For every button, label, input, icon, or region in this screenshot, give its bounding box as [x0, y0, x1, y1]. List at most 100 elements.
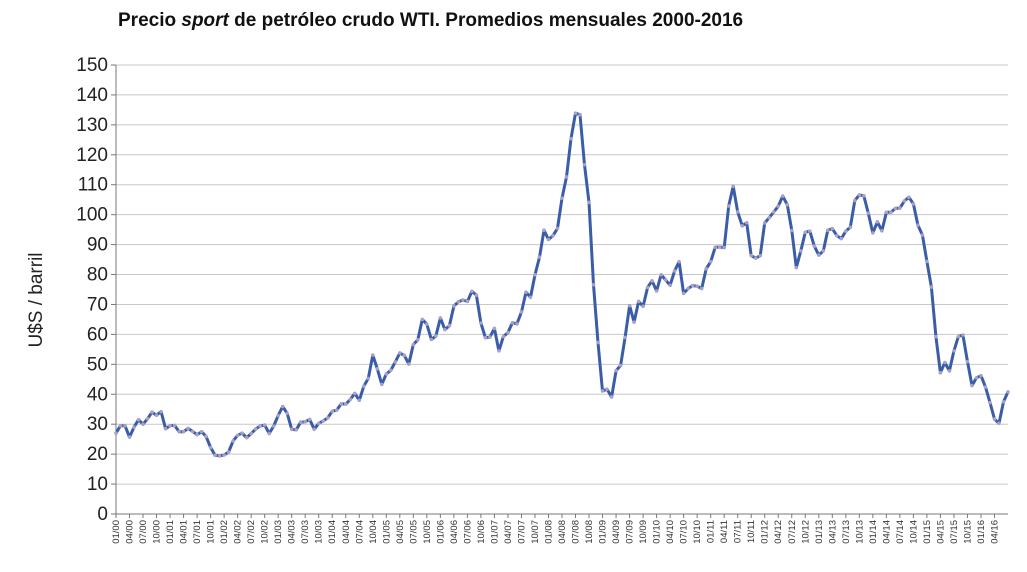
data-point-119	[650, 279, 654, 283]
data-point-168	[871, 231, 875, 235]
x-tick-label-17: 04/04	[341, 520, 352, 544]
data-point-64	[402, 353, 407, 358]
data-point-23	[217, 454, 222, 458]
data-point-170	[880, 229, 884, 233]
data-point-93	[533, 273, 537, 277]
data-point-71	[434, 334, 438, 338]
x-tick-label-10: 07/02	[246, 520, 257, 544]
data-point-80	[474, 293, 479, 297]
x-tick-label-36: 01/09	[598, 520, 609, 544]
data-point-43	[307, 417, 312, 422]
data-point-52	[348, 397, 353, 402]
data-point-45	[316, 421, 321, 426]
data-point-145	[767, 215, 772, 220]
data-point-59	[379, 382, 384, 387]
data-point-34	[267, 431, 271, 436]
data-point-19	[199, 429, 204, 434]
series-group	[114, 111, 1010, 458]
title-text-italic: sport	[181, 10, 229, 31]
data-point-25	[226, 450, 231, 454]
data-point-88	[510, 320, 515, 325]
data-point-58	[375, 367, 380, 371]
data-point-2	[123, 423, 127, 428]
data-point-107	[596, 340, 600, 345]
x-tick-label-65: 04/16	[989, 520, 1000, 544]
data-point-7	[145, 417, 150, 421]
y-tick-label-130: 130	[76, 115, 108, 136]
data-point-85	[497, 349, 501, 353]
data-point-91	[524, 290, 528, 294]
x-tick-label-26: 07/06	[462, 520, 473, 544]
data-point-21	[208, 445, 213, 450]
y-tick-label-20: 20	[87, 444, 108, 465]
data-point-8	[150, 410, 154, 415]
data-point-116	[636, 299, 641, 304]
data-point-24	[222, 453, 226, 457]
data-point-182	[934, 334, 938, 339]
data-point-101	[569, 136, 573, 141]
y-tick-label-30: 30	[87, 414, 108, 435]
data-point-195	[992, 417, 997, 421]
y-tick-labels: 0 10 20 30 40 50 60 70 80 90 100 110 120 130 140 150	[76, 55, 108, 525]
data-point-134	[717, 245, 722, 249]
x-tick-label-18: 07/04	[354, 520, 365, 544]
y-axis-label: U$S / barril	[26, 252, 47, 347]
y-tick-label-70: 70	[87, 294, 108, 315]
x-tick-label-60: 01/15	[922, 520, 933, 544]
data-point-73	[443, 327, 447, 332]
data-point-164	[853, 198, 857, 203]
x-tick-label-25: 04/06	[449, 520, 460, 544]
data-point-146	[771, 210, 776, 214]
x-tick-label-63: 10/15	[962, 520, 973, 544]
data-point-100	[564, 175, 569, 179]
data-point-9	[154, 413, 159, 418]
x-tick-label-6: 07/01	[192, 520, 203, 544]
data-point-158	[825, 228, 830, 233]
data-point-51	[343, 402, 348, 406]
series-line	[114, 111, 1010, 458]
data-point-108	[600, 389, 605, 393]
data-point-36	[276, 413, 280, 418]
x-tick-label-43: 10/10	[692, 520, 703, 544]
data-point-60	[384, 372, 389, 376]
data-point-155	[812, 244, 817, 248]
data-point-150	[789, 228, 794, 233]
data-point-131	[704, 267, 708, 271]
x-tick-label-23: 10/05	[422, 520, 433, 544]
x-tick-label-12: 01/03	[273, 520, 284, 544]
x-tick-label-9: 04/02	[233, 520, 244, 544]
x-tick-label-39: 10/09	[638, 520, 649, 544]
data-point-186	[952, 349, 956, 353]
x-tick-label-38: 07/09	[625, 520, 636, 544]
data-point-30	[249, 431, 253, 436]
data-point-130	[699, 286, 704, 291]
x-tick-label-37: 04/09	[611, 520, 622, 544]
x-tick-label-0: 01/00	[111, 520, 122, 544]
x-tick-label-16: 01/04	[327, 520, 338, 544]
data-point-120	[654, 289, 659, 293]
data-point-163	[848, 225, 853, 230]
data-point-161	[839, 236, 844, 241]
data-point-33	[262, 423, 267, 427]
y-tick-label-110: 110	[78, 175, 108, 196]
data-point-128	[690, 283, 695, 288]
data-point-14	[177, 429, 181, 434]
data-point-137	[731, 184, 735, 189]
data-point-4	[132, 425, 136, 429]
data-point-103	[578, 112, 582, 117]
data-point-143	[758, 253, 763, 258]
data-point-138	[735, 210, 740, 214]
y-tick-label-150: 150	[76, 55, 108, 76]
x-tick-label-62: 07/15	[949, 520, 960, 544]
data-point-157	[821, 249, 826, 253]
y-tick-label-10: 10	[87, 474, 108, 495]
x-tick-label-41: 04/10	[665, 520, 676, 544]
title-text-before: Precio	[118, 10, 182, 31]
x-tick-label-47: 10/11	[746, 520, 757, 543]
x-tick-label-64: 01/16	[976, 520, 987, 544]
data-point-173	[893, 206, 898, 211]
x-tick-label-42: 07/10	[679, 520, 690, 544]
data-point-32	[258, 424, 262, 428]
x-tick-label-52: 01/13	[814, 520, 825, 544]
data-point-172	[889, 210, 893, 215]
